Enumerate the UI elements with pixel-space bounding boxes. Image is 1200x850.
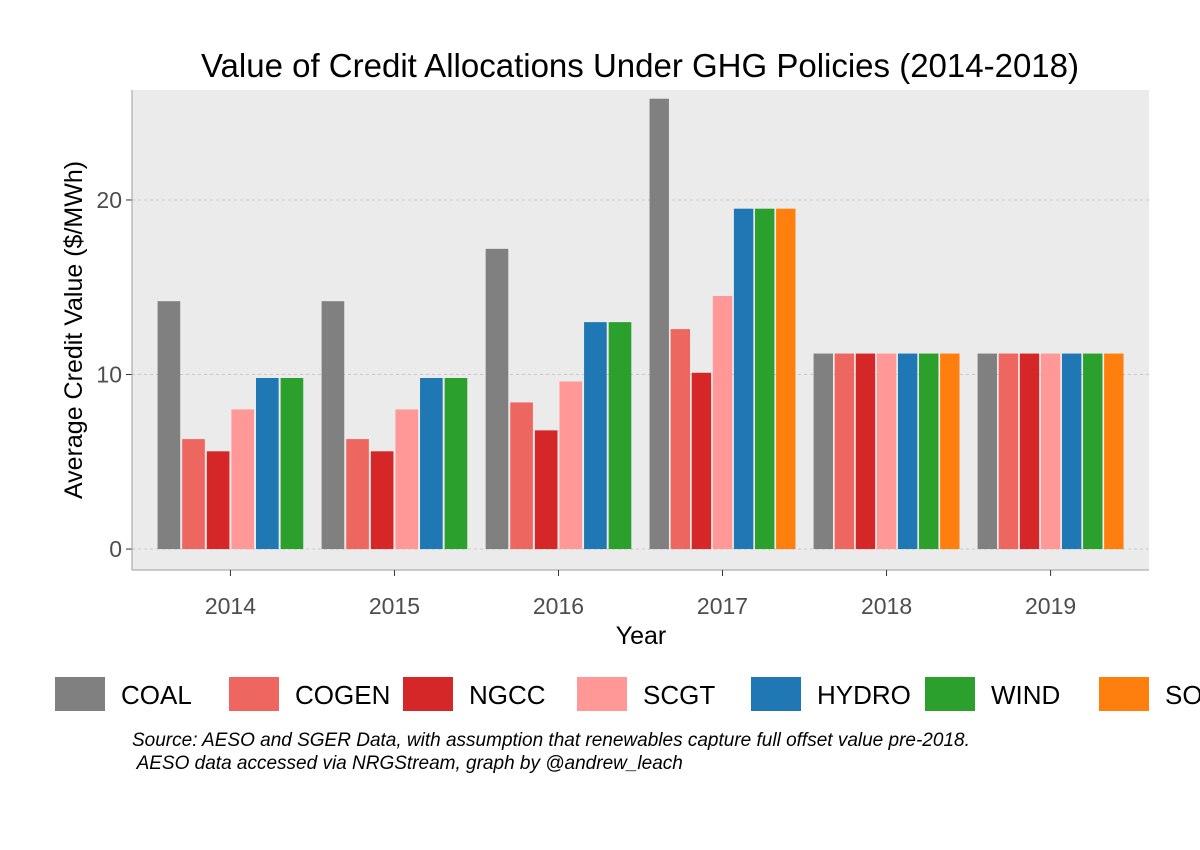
bar-hydro-2016 [584, 322, 607, 550]
x-tick-label: 2015 [369, 593, 420, 619]
bar-scgt-2017 [712, 295, 733, 550]
bar-cogen-2014 [182, 439, 205, 550]
legend-label-cogen: COGEN [295, 680, 390, 710]
bar-hydro-2018 [897, 353, 918, 550]
x-tick-label: 2017 [697, 593, 748, 619]
legend-label-sol: SOL [1165, 680, 1200, 710]
bar-coal-2019 [977, 353, 998, 550]
legend-label-coal: COAL [121, 680, 192, 710]
bar-cogen-2016 [510, 402, 533, 550]
x-tick-label: 2019 [1025, 593, 1076, 619]
bar-hydro-2019 [1061, 353, 1082, 550]
bar-scgt-2019 [1040, 353, 1061, 550]
y-tick-label: 20 [96, 187, 122, 213]
bar-cogen-2015 [346, 439, 369, 550]
bar-hydro-2017 [733, 208, 754, 550]
legend-label-hydro: HYDRO [817, 680, 911, 710]
legend-swatch-hydro [751, 677, 801, 711]
bar-wind-2019 [1083, 353, 1103, 550]
bar-sol-2019 [1104, 353, 1124, 550]
source-caption: Source: AESO and SGER Data, with assumpt… [132, 730, 970, 751]
bar-scgt-2015 [395, 409, 419, 550]
bar-coal-2014 [157, 301, 181, 550]
bar-coal-2017 [649, 98, 669, 550]
legend-swatch-wind [925, 677, 975, 711]
bar-scgt-2016 [559, 381, 583, 550]
credit-caption: AESO data accessed via NRGStream, graph … [132, 753, 683, 774]
bar-scgt-2018 [876, 353, 897, 550]
axes: 0 10 20 2014 2015 2016 2017 2018 2019 [96, 90, 1149, 619]
bar-wind-2014 [280, 378, 304, 550]
legend-swatch-sol [1099, 677, 1149, 711]
bar-cogen-2019 [998, 353, 1019, 550]
bar-coal-2016 [485, 248, 509, 550]
bar-scgt-2014 [231, 409, 255, 550]
x-tick-label: 2016 [533, 593, 584, 619]
legend: COAL COGEN NGCC SCGT HYDRO WIND SOL [55, 677, 1200, 711]
bar-coal-2015 [321, 301, 345, 550]
bar-sol-2018 [940, 353, 960, 550]
bar-ngcc-2018 [855, 353, 876, 550]
bar-wind-2016 [608, 322, 632, 550]
bar-wind-2017 [754, 208, 775, 550]
bar-ngcc-2016 [534, 430, 558, 550]
legend-label-scgt: SCGT [643, 680, 715, 710]
bar-ngcc-2019 [1019, 353, 1040, 550]
y-tick-label: 0 [109, 536, 122, 562]
bar-cogen-2017 [670, 329, 691, 550]
legend-swatch-ngcc [403, 677, 453, 711]
chart-title: Value of Credit Allocations Under GHG Po… [201, 47, 1079, 84]
bar-ngcc-2015 [370, 451, 394, 550]
legend-label-ngcc: NGCC [469, 680, 546, 710]
y-axis-title: Average Credit Value ($/MWh) [60, 161, 88, 499]
bar-wind-2015 [444, 378, 468, 550]
bar-cogen-2018 [834, 353, 855, 550]
bar-hydro-2015 [420, 378, 443, 550]
bar-ngcc-2017 [691, 372, 712, 550]
legend-swatch-scgt [577, 677, 627, 711]
bar-sol-2017 [776, 208, 796, 550]
bar-coal-2018 [813, 353, 833, 550]
legend-label-wind: WIND [991, 680, 1060, 710]
x-tick-label: 2018 [861, 593, 912, 619]
bar-hydro-2014 [256, 378, 279, 550]
bar-group [157, 98, 1124, 550]
y-tick-label: 10 [96, 362, 122, 388]
bar-wind-2018 [919, 353, 939, 550]
x-tick-label: 2014 [205, 593, 256, 619]
legend-swatch-cogen [229, 677, 279, 711]
legend-swatch-coal [55, 677, 105, 711]
x-axis-title: Year [616, 622, 667, 650]
bar-ngcc-2014 [206, 451, 230, 550]
